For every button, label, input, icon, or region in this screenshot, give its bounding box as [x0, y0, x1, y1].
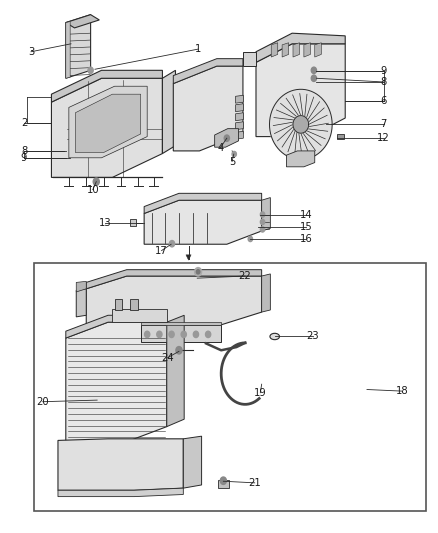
Polygon shape — [75, 94, 141, 152]
Circle shape — [169, 331, 174, 337]
Circle shape — [193, 331, 198, 337]
Text: 8: 8 — [380, 77, 387, 87]
Circle shape — [93, 178, 99, 185]
Polygon shape — [256, 44, 345, 136]
Circle shape — [311, 67, 317, 74]
Polygon shape — [58, 439, 184, 490]
Polygon shape — [186, 255, 191, 260]
Circle shape — [196, 270, 200, 274]
Polygon shape — [271, 43, 278, 57]
Circle shape — [157, 331, 162, 337]
Text: 14: 14 — [300, 209, 312, 220]
Polygon shape — [144, 193, 261, 214]
Text: 15: 15 — [300, 222, 312, 232]
Text: 2: 2 — [21, 118, 27, 128]
Circle shape — [205, 331, 211, 337]
Polygon shape — [66, 316, 167, 338]
Text: 20: 20 — [36, 397, 49, 407]
Polygon shape — [256, 33, 345, 62]
Polygon shape — [58, 488, 184, 497]
Text: 6: 6 — [380, 96, 387, 106]
Text: 9: 9 — [380, 67, 387, 76]
Circle shape — [145, 331, 150, 337]
Circle shape — [170, 240, 175, 247]
Polygon shape — [173, 59, 243, 84]
Polygon shape — [304, 43, 311, 57]
Polygon shape — [282, 43, 289, 57]
Text: 9: 9 — [21, 153, 27, 163]
Polygon shape — [51, 70, 162, 102]
Text: 24: 24 — [161, 353, 174, 362]
Text: 7: 7 — [380, 119, 387, 130]
Polygon shape — [315, 43, 321, 57]
Bar — [218, 480, 229, 488]
Bar — [115, 300, 122, 310]
Polygon shape — [243, 52, 256, 66]
Polygon shape — [236, 104, 244, 112]
Text: 12: 12 — [377, 133, 390, 143]
Text: 19: 19 — [254, 387, 267, 398]
Text: 8: 8 — [21, 146, 27, 156]
Circle shape — [181, 331, 186, 337]
Polygon shape — [215, 128, 239, 147]
Circle shape — [194, 268, 201, 276]
Polygon shape — [66, 14, 99, 28]
Polygon shape — [66, 322, 167, 442]
Polygon shape — [66, 14, 91, 78]
Polygon shape — [130, 219, 136, 226]
Polygon shape — [66, 21, 70, 78]
Text: 1: 1 — [195, 44, 201, 54]
Text: 17: 17 — [155, 246, 168, 256]
Polygon shape — [261, 274, 270, 312]
Text: 18: 18 — [396, 386, 408, 396]
Polygon shape — [269, 90, 332, 159]
Bar — [130, 300, 138, 310]
Polygon shape — [286, 151, 315, 167]
Text: 4: 4 — [217, 143, 223, 153]
Bar — [34, 263, 426, 512]
Polygon shape — [69, 86, 147, 158]
Circle shape — [260, 212, 265, 217]
Polygon shape — [144, 200, 261, 244]
Polygon shape — [173, 66, 243, 151]
Circle shape — [220, 477, 226, 484]
Circle shape — [248, 236, 253, 241]
Polygon shape — [261, 198, 270, 231]
Circle shape — [260, 219, 265, 224]
Polygon shape — [236, 113, 244, 120]
Text: 3: 3 — [28, 47, 34, 56]
Circle shape — [232, 151, 237, 157]
Polygon shape — [141, 322, 221, 325]
Polygon shape — [76, 289, 86, 317]
Polygon shape — [76, 281, 86, 292]
Ellipse shape — [270, 333, 279, 340]
Text: 23: 23 — [306, 332, 319, 342]
Circle shape — [260, 227, 265, 232]
Circle shape — [176, 346, 182, 354]
Circle shape — [311, 75, 317, 82]
Polygon shape — [162, 70, 176, 154]
Text: 5: 5 — [229, 157, 235, 166]
Polygon shape — [86, 276, 261, 325]
Polygon shape — [293, 43, 300, 57]
Text: 22: 22 — [239, 271, 251, 281]
Text: 21: 21 — [248, 478, 261, 488]
Polygon shape — [184, 436, 201, 488]
Polygon shape — [86, 270, 261, 289]
Text: 16: 16 — [300, 234, 312, 244]
Polygon shape — [51, 78, 162, 177]
Bar — [336, 134, 344, 139]
Polygon shape — [236, 131, 244, 139]
Polygon shape — [293, 116, 309, 133]
Text: 10: 10 — [86, 184, 99, 195]
Circle shape — [88, 67, 93, 74]
Circle shape — [224, 135, 230, 141]
Polygon shape — [113, 309, 167, 322]
Polygon shape — [236, 95, 244, 103]
Polygon shape — [141, 325, 221, 342]
Polygon shape — [236, 122, 244, 130]
Text: 13: 13 — [99, 218, 111, 228]
Polygon shape — [167, 316, 184, 426]
